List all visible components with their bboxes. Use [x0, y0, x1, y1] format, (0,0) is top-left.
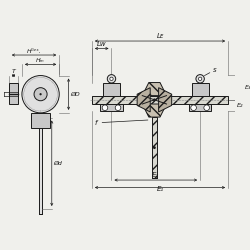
Text: E₂: E₂	[152, 172, 159, 178]
Circle shape	[107, 74, 116, 83]
Bar	[189, 104, 211, 112]
Polygon shape	[158, 88, 172, 112]
Bar	[152, 117, 157, 178]
Text: E₁: E₁	[156, 186, 164, 192]
Polygon shape	[142, 82, 167, 96]
Circle shape	[102, 105, 108, 110]
Bar	[39, 113, 42, 214]
Circle shape	[34, 88, 47, 101]
Text: Lᴇ: Lᴇ	[156, 33, 164, 39]
Text: ØD: ØD	[70, 92, 80, 97]
Text: T: T	[12, 69, 16, 74]
Text: E₂: E₂	[237, 103, 244, 108]
Text: Lᴡ: Lᴡ	[97, 40, 106, 46]
Circle shape	[40, 93, 42, 95]
Circle shape	[204, 105, 210, 110]
Circle shape	[110, 77, 113, 80]
Text: E₃: E₃	[244, 85, 250, 90]
Polygon shape	[137, 88, 150, 112]
Circle shape	[153, 146, 156, 149]
Text: Ød: Ød	[53, 161, 62, 166]
Bar	[100, 104, 123, 112]
Text: f: f	[95, 120, 97, 126]
Bar	[103, 82, 120, 96]
Circle shape	[198, 77, 202, 80]
Bar	[9, 83, 18, 103]
Circle shape	[196, 74, 204, 83]
Polygon shape	[142, 104, 167, 117]
Bar	[31, 113, 50, 128]
Bar	[92, 96, 228, 104]
Bar	[192, 82, 208, 96]
Circle shape	[22, 76, 59, 113]
Circle shape	[153, 98, 156, 101]
Text: Hᴳᵉˢ.: Hᴳᵉˢ.	[27, 48, 42, 54]
Text: s: s	[213, 68, 217, 73]
Circle shape	[191, 105, 196, 110]
Text: Hₘ: Hₘ	[36, 58, 45, 63]
Circle shape	[115, 105, 121, 110]
